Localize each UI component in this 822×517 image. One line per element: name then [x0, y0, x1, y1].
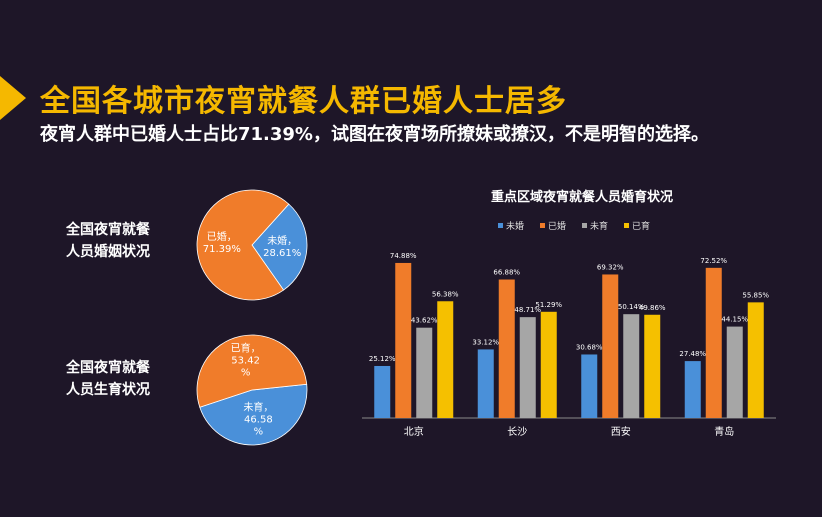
parenthood-pie-title-line-1: 全国夜宵就餐 [66, 360, 150, 376]
marriage-pie-title: 全国夜宵就餐 人员婚姻状况 [66, 219, 186, 263]
legend-item-no-child: 未育 [582, 219, 608, 232]
bar-1-2 [519, 317, 536, 418]
parenthood-pie-slice-0 [199, 383, 308, 446]
bar-1-1 [498, 279, 515, 418]
marriage-pie-slice-1-label-1: 71.39% [203, 244, 241, 255]
legend-swatch-single [498, 223, 503, 228]
marriage-pie-slice-0-label-1: 28.61% [263, 248, 301, 259]
marriage-pie-slice-0-label-0: 未婚， [267, 234, 297, 247]
bar-value-label-3-2: 44.15% [721, 316, 748, 324]
legend-label-married: 已婚 [548, 222, 567, 232]
bar-value-label-0-3: 56.38% [432, 290, 459, 298]
bar-category-label-2: 西安 [611, 425, 631, 438]
parenthood-pie-slice-1-label-0: 已育， [231, 341, 261, 354]
bar-value-label-1-0: 33.12% [472, 338, 499, 346]
bar-0-0 [374, 365, 391, 418]
bar-2-3 [644, 314, 661, 418]
parenthood-pie-slice-1 [196, 334, 308, 408]
marriage-pie-slice-0 [251, 203, 308, 291]
legend-label-single: 未婚 [506, 222, 525, 232]
marriage-pie-slice-1-label-0: 已婚， [207, 230, 237, 243]
legend-item-single: 未婚 [498, 219, 524, 232]
page-subtitle: 夜宵人群中已婚人士占比71.39%，试图在夜宵场所撩妹或撩汉，不是明智的选择。 [40, 124, 709, 145]
bar-value-label-2-2: 50.14% [618, 303, 645, 311]
legend-item-has-child: 已育 [624, 219, 650, 232]
bar-category-label-3: 青岛 [714, 425, 734, 438]
bar-0-1 [395, 262, 412, 418]
marriage-pie-title-line-2: 人员婚姻状况 [66, 244, 150, 260]
bar-value-label-2-3: 49.86% [639, 304, 666, 312]
parenthood-pie-slice-1-label-1: 53.42 [231, 355, 260, 366]
bar-category-label-1: 长沙 [507, 426, 527, 438]
bar-value-label-1-1: 66.88% [493, 269, 520, 277]
marriage-pie-slice-1 [196, 189, 290, 301]
page-title: 全国各城市夜宵就餐人群已婚人士居多 [40, 84, 567, 119]
legend-swatch-no-child [582, 223, 588, 228]
bar-value-label-0-0: 25.12% [369, 355, 396, 363]
bar-2-2 [623, 314, 640, 418]
bar-3-1 [705, 267, 722, 418]
bar-value-label-1-3: 51.29% [535, 301, 562, 309]
parenthood-pie-slice-0-label-0: 未育， [243, 401, 273, 414]
bar-0-3 [437, 301, 454, 418]
bar-0-2 [416, 327, 433, 418]
bar-2-1 [602, 274, 619, 418]
bar-3-2 [726, 326, 743, 418]
parenthood-pie-title-line-2: 人员生育状况 [66, 382, 150, 398]
bar-value-label-1-2: 48.71% [514, 306, 541, 314]
bar-value-label-2-0: 30.68% [576, 343, 603, 351]
legend-label-has-child: 已育 [632, 222, 651, 232]
bar-1-3 [540, 311, 557, 418]
bar-chart-title: 重点区域夜宵就餐人员婚育状况 [490, 190, 673, 205]
bar-value-label-3-0: 27.48% [679, 350, 706, 358]
parenthood-pie-slice-1-label-2: % [241, 367, 251, 378]
bar-chart-legend: 未婚 已婚 未育 已育 [498, 219, 650, 232]
title-accent-triangle [0, 76, 26, 120]
bar-value-label-0-1: 74.88% [390, 252, 417, 260]
legend-swatch-married [540, 223, 546, 228]
bar-1-0 [477, 349, 494, 418]
bar-3-0 [684, 361, 701, 418]
legend-swatch-has-child [624, 223, 630, 228]
parenthood-pie-title: 全国夜宵就餐 人员生育状况 [66, 357, 186, 401]
parenthood-pie-slice-0-label-1: 46.58 [244, 415, 273, 426]
bar-category-label-0: 北京 [404, 425, 424, 438]
parenthood-pie-slice-0-label-2: % [254, 427, 264, 438]
bar-value-label-3-3: 55.85% [742, 291, 769, 299]
bar-3-3 [747, 302, 764, 418]
bar-2-0 [581, 354, 598, 418]
bar-value-label-2-1: 69.32% [597, 263, 624, 271]
bar-value-label-3-1: 72.52% [700, 257, 727, 265]
marriage-pie-title-line-1: 全国夜宵就餐 [66, 222, 150, 238]
bar-value-label-0-2: 43.62% [411, 317, 438, 325]
legend-item-married: 已婚 [540, 219, 566, 232]
legend-label-no-child: 未育 [590, 222, 609, 232]
